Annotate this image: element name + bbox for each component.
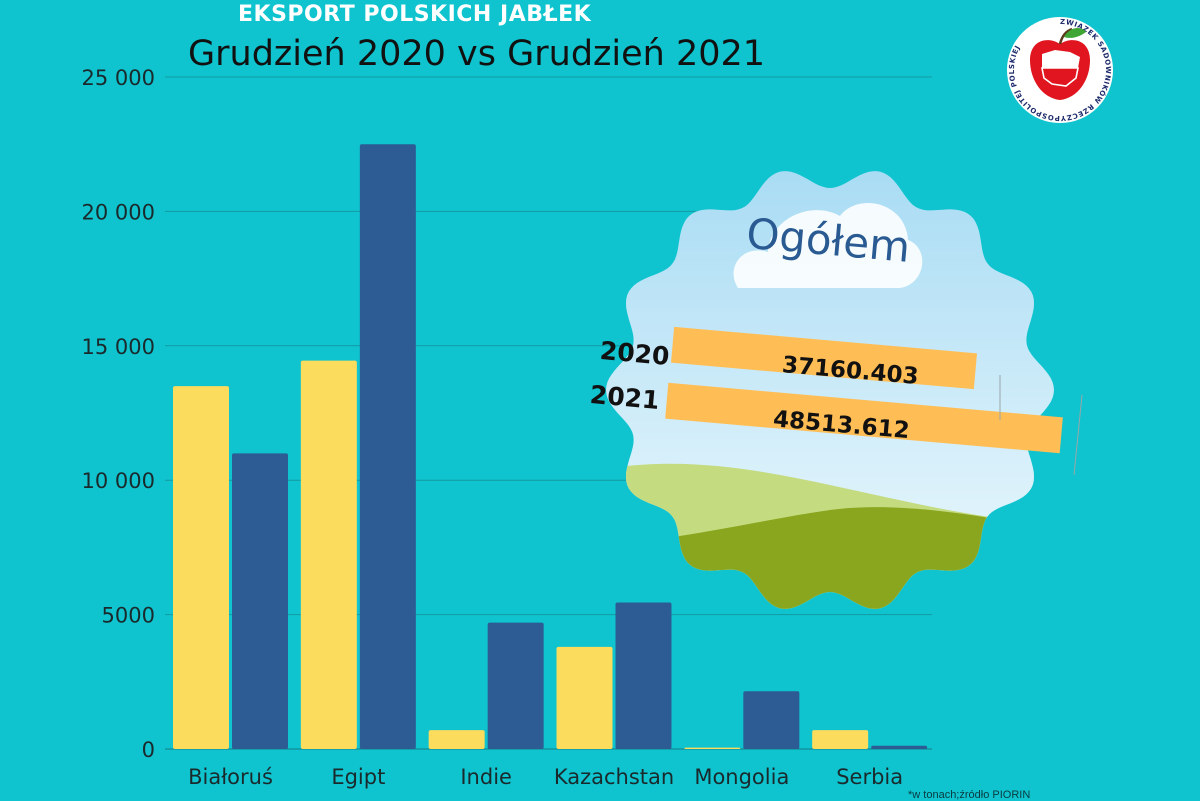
summary-badge: Ogółem 2020 2021 37160.403 48513.612	[589, 171, 1083, 609]
bar-2020-serbia	[812, 730, 869, 749]
x-tick-label: Białoruś	[188, 765, 273, 789]
chart-bars	[173, 144, 928, 749]
chart-gridlines	[165, 76, 932, 750]
summary-band-2020	[671, 326, 977, 390]
y-tick-label: 5000	[102, 604, 155, 628]
y-axis-tick-labels: 0 5000 10 000 15 000 20 000 25 000	[82, 66, 155, 762]
bar-2021-egipt	[359, 144, 416, 749]
bar-2020-białoruś	[173, 386, 229, 749]
badge-cloud-icon	[733, 203, 923, 288]
x-tick-label: Mongolia	[694, 765, 789, 789]
summary-year-2020: 2020	[599, 336, 671, 371]
y-tick-label: 25 000	[82, 66, 155, 90]
association-logo: ZWIĄZEK SADOWNIKÓW RZECZYPOSPOLITEJ POLS…	[1007, 17, 1113, 123]
apple-poland-map-icon	[1030, 27, 1090, 100]
bar-2020-kazachstan	[556, 646, 613, 749]
badge-divider	[1073, 394, 1083, 476]
chart-supertitle: EKSPORT POLSKICH JABŁEK	[238, 2, 592, 27]
x-axis-tick-labels: Białoruś Egipt Indie Kazachstan Mongolia Serb…	[188, 765, 903, 789]
bar-2021-serbia	[871, 745, 928, 749]
bar-2020-indie	[428, 730, 485, 749]
bar-2021-indie	[487, 622, 544, 749]
x-tick-label: Indie	[460, 765, 512, 789]
bar-2020-egipt	[300, 360, 357, 749]
chart-title: Grudzień 2020 vs Grudzień 2021	[188, 34, 766, 74]
summary-year-2021: 2021	[589, 380, 661, 415]
source-footnote: *w tonach;źródło PIORIN	[908, 789, 1031, 801]
bar-2021-białoruś	[232, 453, 288, 749]
y-tick-label: 0	[142, 738, 155, 762]
x-tick-label: Egipt	[331, 765, 385, 789]
x-tick-label: Serbia	[836, 765, 903, 789]
y-tick-label: 15 000	[82, 335, 155, 359]
y-tick-label: 20 000	[82, 200, 155, 224]
bar-2020-mongolia	[684, 747, 741, 749]
y-tick-label: 10 000	[82, 469, 155, 493]
summary-band-2021	[665, 382, 1063, 454]
x-tick-label: Kazachstan	[554, 765, 674, 789]
bar-2021-kazachstan	[615, 602, 672, 749]
bar-2021-mongolia	[743, 691, 800, 749]
